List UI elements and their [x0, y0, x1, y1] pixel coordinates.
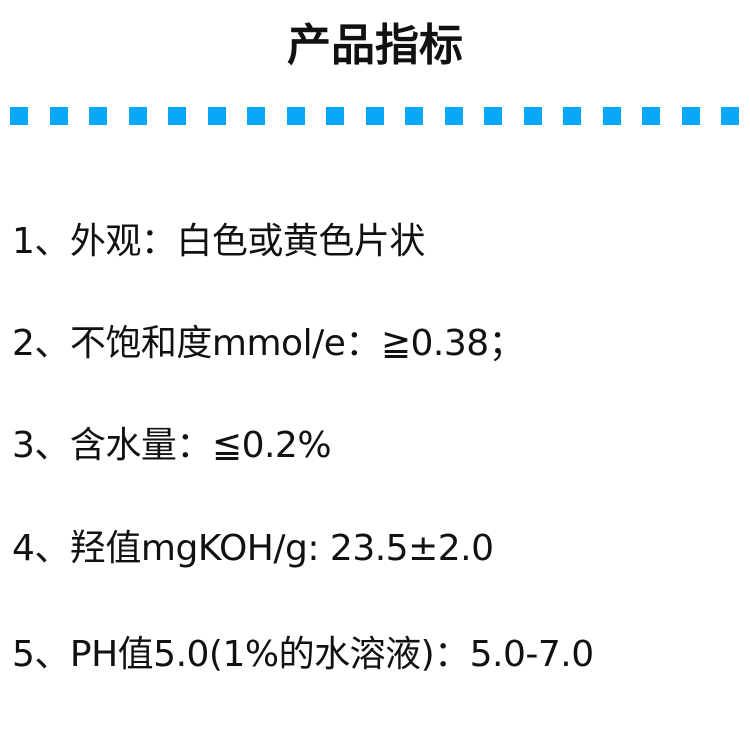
divider-square: [49, 107, 68, 125]
divider-square: [681, 107, 700, 125]
divider-square: [247, 107, 265, 125]
divider-square: [286, 107, 305, 125]
spec-item-hydroxyl-value: 4、羟值mgKOH/g: 23.5±2.0: [12, 528, 494, 569]
divider-square: [721, 107, 739, 125]
divider-square: [642, 107, 660, 125]
divider-square: [563, 107, 581, 125]
divider-square: [523, 107, 542, 125]
divider-square: [89, 107, 107, 125]
divider-square: [10, 107, 28, 125]
divider-square: [444, 107, 463, 125]
divider-square: [326, 107, 344, 125]
spec-item-ph: 5、PH值5.0(1%的水溶液)：5.0-7.0: [12, 634, 594, 675]
divider-square: [484, 107, 502, 125]
divider-square: [168, 107, 186, 125]
page-title: 产品指标: [287, 20, 463, 71]
spec-item-appearance: 1、外观：白色或黄色片状: [12, 221, 425, 262]
divider-square: [128, 107, 147, 125]
divider-square: [207, 107, 226, 125]
divider-square: [405, 107, 423, 125]
dotted-divider: [10, 107, 750, 125]
spec-item-unsaturation: 2、不饱和度mmol/e：≧0.38；: [12, 323, 525, 364]
spec-item-water-content: 3、含水量：≦0.2%: [12, 425, 332, 466]
divider-square: [602, 107, 621, 125]
divider-square: [365, 107, 384, 125]
